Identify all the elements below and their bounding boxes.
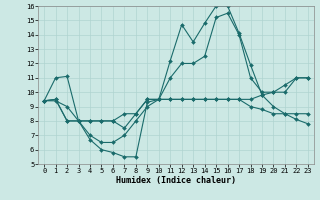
- X-axis label: Humidex (Indice chaleur): Humidex (Indice chaleur): [116, 176, 236, 185]
